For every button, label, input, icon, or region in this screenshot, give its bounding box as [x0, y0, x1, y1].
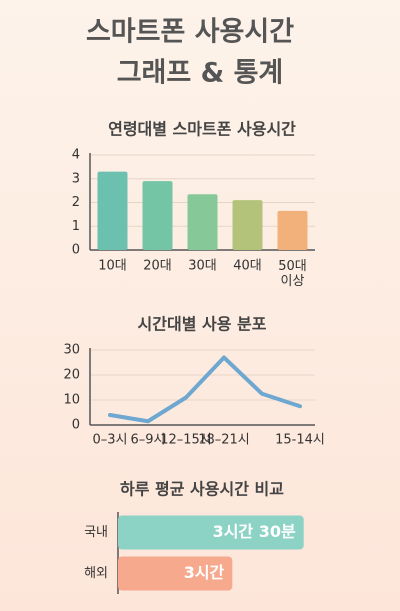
page-title: 스마트폰 사용시간	[86, 17, 294, 48]
y-tick-label: 10	[63, 393, 80, 408]
x-tick-label: 12–15시	[160, 433, 212, 448]
y-tick-label: 2	[72, 195, 80, 210]
x-tick-label: 6–9시	[130, 433, 165, 448]
value-label: 3시간 30분	[213, 522, 296, 541]
x-tick-label: 40대	[233, 259, 262, 274]
y-tick-label: 1	[72, 219, 80, 234]
bar	[118, 515, 304, 550]
chart-title: 연령대별 스마트폰 사용시간	[108, 120, 296, 139]
x-tick-label: 50대 이상	[278, 259, 307, 289]
bar	[142, 181, 173, 250]
value-label: 3시간	[184, 563, 225, 582]
y-tick-label: 3	[72, 171, 80, 186]
x-tick-label: 30대	[188, 259, 217, 274]
y-tick-label: 0	[72, 243, 80, 258]
y-tick-label: 20	[63, 368, 80, 383]
y-tick-label: 30	[63, 343, 80, 358]
bar	[277, 210, 308, 250]
chart-title: 하루 평균 사용시간 비교	[120, 480, 284, 499]
bar	[97, 171, 128, 250]
y-tick-label: 4	[72, 148, 80, 163]
y-tick-label: 0	[72, 418, 80, 433]
bar	[232, 200, 263, 250]
bar	[187, 194, 218, 250]
x-tick-label: 15-14시	[275, 433, 325, 448]
x-tick-label: 20대	[143, 259, 172, 274]
page-title: 그래프 & 통계	[117, 58, 284, 89]
bar	[118, 556, 233, 591]
x-tick-label: 0–3시	[92, 433, 127, 448]
line	[108, 355, 302, 424]
chart-title: 시간대별 사용 분포	[138, 315, 267, 334]
y-tick-label: 국내	[84, 525, 108, 540]
y-tick-label: 해외	[84, 566, 108, 581]
x-tick-label: 18–21시	[198, 433, 250, 448]
x-tick-label: 10대	[98, 259, 127, 274]
